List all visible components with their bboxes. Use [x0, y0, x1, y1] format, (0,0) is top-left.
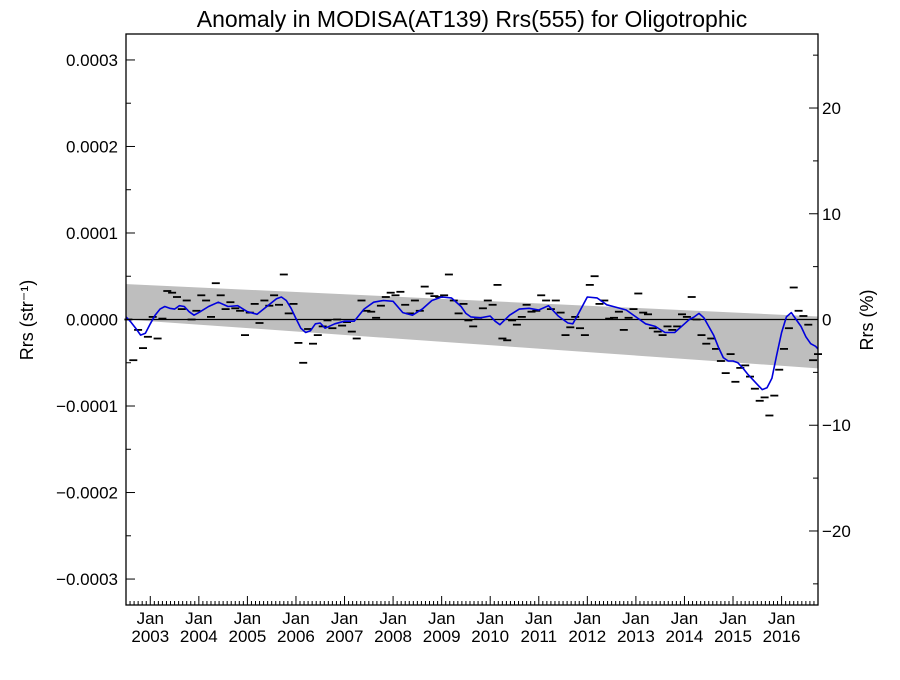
x-tick-month-label: Jan: [671, 609, 698, 628]
right-tick-label: −20: [822, 522, 851, 541]
right-tick-label: 20: [822, 99, 841, 118]
left-tick-label: 0.0001: [66, 224, 118, 243]
left-tick-label: −0.0003: [56, 570, 118, 589]
x-tick-year-label: 2006: [277, 627, 315, 646]
chart-title: Anomaly in MODISA(AT139) Rrs(555) for Ol…: [197, 6, 747, 32]
x-tick-year-label: 2012: [568, 627, 606, 646]
x-tick-month-label: Jan: [137, 609, 164, 628]
left-tick-label: 0.0000: [66, 311, 118, 330]
x-tick-month-label: Jan: [574, 609, 601, 628]
x-tick-year-label: 2004: [180, 627, 218, 646]
right-tick-label: 10: [822, 205, 841, 224]
x-tick-year-label: 2010: [471, 627, 509, 646]
x-tick-year-label: 2008: [374, 627, 412, 646]
x-axis: Jan2003Jan2004Jan2005Jan2006Jan2007Jan20…: [125, 596, 819, 646]
x-tick-month-label: Jan: [234, 609, 261, 628]
right-tick-label: 0: [822, 311, 831, 330]
x-tick-year-label: 2005: [228, 627, 266, 646]
right-y-axis: 20 10 0 −10 −20: [809, 54, 851, 585]
x-tick-month-label: Jan: [282, 609, 309, 628]
x-tick-year-label: 2011: [520, 627, 557, 646]
left-y-axis: 0.0003 0.0002 0.0001 0.0000 −0.0001 −0.0002 −0…: [56, 51, 135, 589]
left-tick-label: −0.0002: [56, 484, 118, 503]
x-tick-year-label: 2016: [763, 627, 801, 646]
y-axis-label-left: Rrs (str⁻¹): [17, 280, 37, 360]
left-tick-label: −0.0001: [56, 397, 118, 416]
x-tick-year-label: 2007: [326, 627, 364, 646]
x-tick-month-label: Jan: [476, 609, 503, 628]
smoothed-line-layer: [125, 296, 819, 391]
left-tick-label: 0.0002: [66, 137, 118, 156]
x-tick-month-label: Jan: [622, 609, 649, 628]
x-tick-year-label: 2009: [423, 627, 461, 646]
y-axis-label-right: Rrs (%): [857, 290, 877, 351]
x-tick-month-label: Jan: [719, 609, 746, 628]
x-tick-month-label: Jan: [331, 609, 358, 628]
left-tick-label: 0.0003: [66, 51, 118, 70]
right-tick-label: −10: [822, 416, 851, 435]
x-tick-month-label: Jan: [525, 609, 552, 628]
x-tick-month-label: Jan: [768, 609, 795, 628]
x-tick-year-label: 2003: [131, 627, 169, 646]
x-tick-month-label: Jan: [428, 609, 455, 628]
x-tick-year-label: 2013: [617, 627, 655, 646]
x-tick-month-label: Jan: [185, 609, 212, 628]
x-tick-year-label: 2015: [714, 627, 752, 646]
x-tick-year-label: 2014: [666, 627, 704, 646]
x-tick-month-label: Jan: [379, 609, 406, 628]
smoothed-anomaly-line: [125, 296, 819, 391]
